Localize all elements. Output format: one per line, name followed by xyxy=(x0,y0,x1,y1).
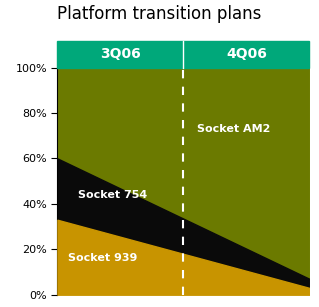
Text: Socket AM2: Socket AM2 xyxy=(197,124,271,134)
Text: Platform transition plans: Platform transition plans xyxy=(57,5,262,23)
Text: 4Q06: 4Q06 xyxy=(226,48,267,61)
Text: 3Q06: 3Q06 xyxy=(100,48,141,61)
Text: Socket 754: Socket 754 xyxy=(78,190,147,200)
Text: Socket 939: Socket 939 xyxy=(68,253,137,263)
